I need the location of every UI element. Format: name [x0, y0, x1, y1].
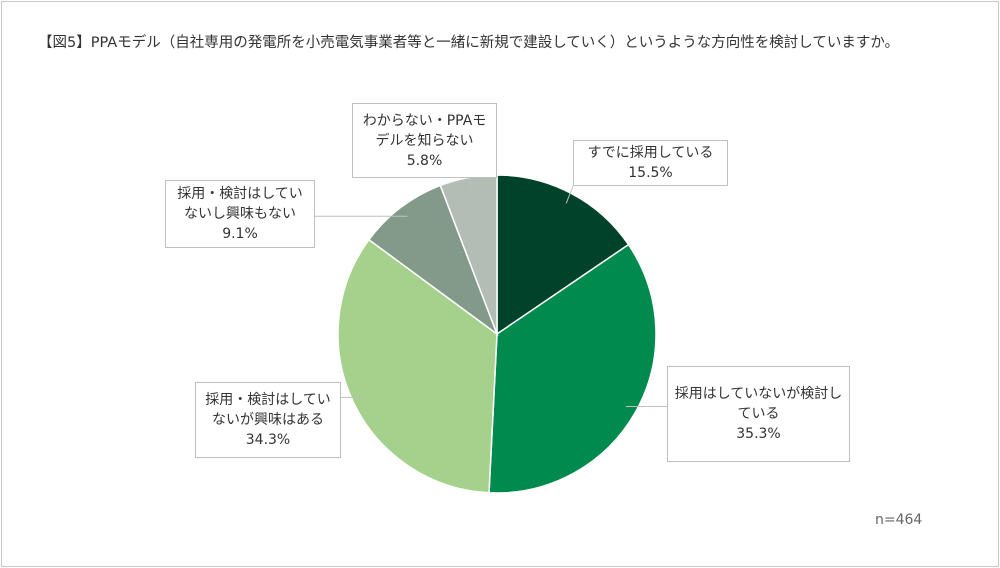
pie-slice	[367, 184, 499, 337]
data-label: わからない・PPAモデルを知らない 5.8%	[352, 103, 497, 178]
sample-note: n=464	[875, 512, 923, 528]
pie-slice	[488, 243, 657, 494]
value-label: 15.5%	[628, 165, 673, 181]
chart-title: 【図5】PPAモデル（自社専用の発電所を小売電気事業者等と一緒に新規で建設してい…	[38, 35, 900, 51]
category-label: 採用・検討はしていないが興味はある	[205, 392, 331, 428]
category-label: 採用・検討はしていないし興味もない	[177, 186, 303, 222]
category-label: わからない・PPAモデルを知らない	[362, 112, 487, 149]
value-label: 35.3%	[736, 426, 781, 442]
value-label: 9.1%	[222, 226, 258, 242]
data-label: 採用はしていないが検討している 35.3%	[667, 366, 850, 462]
pie-slice	[337, 238, 498, 494]
data-label: 採用・検討はしていないが興味はある 34.3%	[195, 382, 341, 458]
category-label: 採用はしていないが検討している	[674, 386, 843, 422]
value-label: 34.3%	[245, 432, 291, 448]
pie-slice	[496, 174, 630, 336]
data-label: すでに採用している 15.5%	[573, 140, 728, 186]
value-label: 5.8%	[406, 152, 443, 169]
leader-line	[565, 185, 574, 204]
data-label: 採用・検討はしていないし興味もない 9.1%	[165, 180, 315, 248]
category-label: すでに採用している	[587, 145, 714, 161]
